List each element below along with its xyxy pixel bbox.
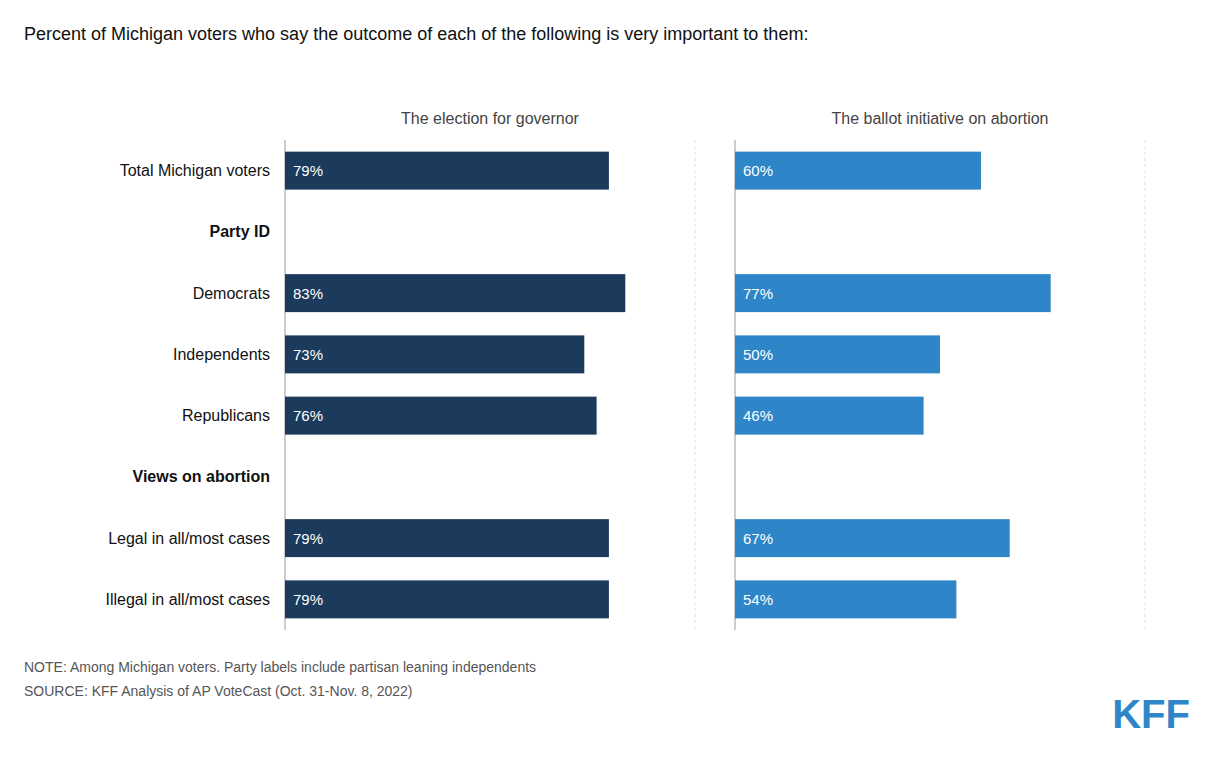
bar bbox=[735, 580, 956, 618]
bar bbox=[285, 397, 597, 435]
data-label: 83% bbox=[293, 285, 323, 302]
bar bbox=[735, 152, 981, 190]
range-end bbox=[1145, 140, 1146, 630]
category-label: Legal in all/most cases bbox=[108, 530, 270, 547]
data-label: 77% bbox=[743, 285, 773, 302]
bar bbox=[285, 335, 584, 373]
data-label: 76% bbox=[293, 407, 323, 424]
data-label: 79% bbox=[293, 591, 323, 608]
chart: Percent of Michigan voters who say the o… bbox=[0, 0, 1220, 758]
bar bbox=[735, 274, 1051, 312]
category-label: Illegal in all/most cases bbox=[105, 591, 270, 608]
bar bbox=[285, 580, 609, 618]
data-label: 46% bbox=[743, 407, 773, 424]
logo: KFF bbox=[1112, 692, 1190, 736]
data-label: 79% bbox=[293, 162, 323, 179]
chart-container: Percent of Michigan voters who say the o… bbox=[0, 0, 1220, 758]
series-header: The ballot initiative on abortion bbox=[831, 110, 1048, 127]
category-label: Independents bbox=[173, 346, 270, 363]
category-label: Total Michigan voters bbox=[120, 162, 270, 179]
category-label: Republicans bbox=[182, 407, 270, 424]
data-labels: 60% 77% 50% 46% 67% 54% bbox=[743, 162, 773, 608]
title-line: Percent of Michigan voters who say the o… bbox=[24, 24, 808, 44]
data-label: 60% bbox=[743, 162, 773, 179]
bar bbox=[735, 519, 1010, 557]
section-header: Party ID bbox=[210, 223, 270, 240]
note: NOTE: Among Michigan voters. Party label… bbox=[24, 659, 536, 675]
title-group: Percent of Michigan voters who say the o… bbox=[24, 24, 808, 44]
data-label: 67% bbox=[743, 530, 773, 547]
panel: The ballot initiative on abortion 60% 77% 5… bbox=[735, 110, 1145, 630]
data-label: 73% bbox=[293, 346, 323, 363]
series-header: The election for governor bbox=[401, 110, 580, 127]
range-end bbox=[695, 140, 696, 630]
category-labels: Total Michigan voters Party ID Democrats In… bbox=[105, 162, 270, 608]
annotations: NOTE: Among Michigan voters. Party label… bbox=[24, 659, 1190, 736]
section-header: Views on abortion bbox=[133, 468, 271, 485]
bar bbox=[285, 274, 625, 312]
bar bbox=[735, 335, 940, 373]
note: SOURCE: KFF Analysis of AP VoteCast (Oct… bbox=[24, 683, 413, 699]
bars bbox=[285, 152, 625, 619]
bar bbox=[285, 152, 609, 190]
bars bbox=[735, 152, 1051, 619]
bar bbox=[735, 397, 924, 435]
bar bbox=[285, 519, 609, 557]
data-label: 79% bbox=[293, 530, 323, 547]
data-label: 54% bbox=[743, 591, 773, 608]
data-label: 50% bbox=[743, 346, 773, 363]
data-labels: 79% 83% 73% 76% 79% 79% bbox=[293, 162, 323, 608]
title: Percent of Michigan voters who say the o… bbox=[24, 24, 808, 44]
panel: The election for governor79%83%73%76%79%… bbox=[285, 110, 695, 630]
category-label: Democrats bbox=[193, 285, 270, 302]
